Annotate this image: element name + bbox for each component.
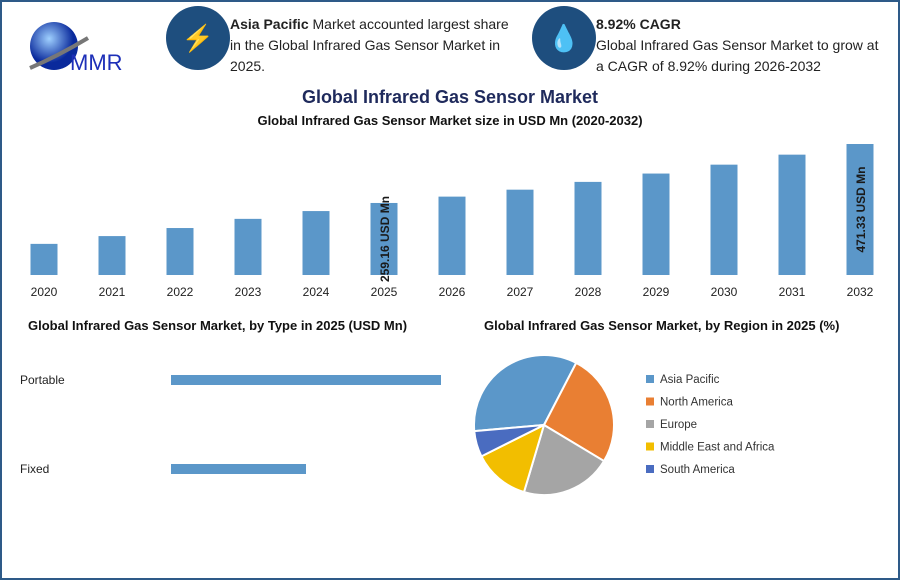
x-tick-label: 2028 (575, 285, 602, 299)
bar-portable (171, 375, 441, 385)
data-label: 471.33 USD Mn (854, 166, 868, 252)
bar-2022 (166, 228, 194, 275)
legend-swatch (646, 375, 654, 383)
category-label: Fixed (20, 462, 49, 476)
market-size-bar-chart: 2020 2021 2022 2023 2024 2025 259.16 USD Mn 202… (30, 144, 874, 299)
bar-chart-title: Global Infrared Gas Sensor Market size i… (257, 113, 643, 128)
bar-2028 (574, 181, 602, 275)
bar-2026 (438, 196, 466, 275)
x-tick-label: 2024 (303, 285, 330, 299)
mmr-logo: MMR (28, 18, 138, 78)
x-tick-label: 2020 (31, 285, 58, 299)
slice-north-america (542, 361, 615, 463)
bar-2029 (642, 173, 670, 275)
info2-bold: 8.92% CAGR (596, 16, 681, 32)
x-tick-label: 2023 (235, 285, 262, 299)
info1-text: Market accounted largest share in the Gl… (230, 16, 509, 74)
legend-swatch (646, 465, 654, 473)
page-title: Global Infrared Gas Sensor Market (301, 87, 599, 107)
lightning-icon: ⚡ (166, 6, 230, 70)
bar-2030 (710, 164, 738, 275)
x-tick-label: 2027 (507, 285, 534, 299)
bar-2032 (846, 144, 874, 275)
slice-europe (522, 423, 606, 496)
bar-2023 (234, 218, 262, 275)
data-label: 259.16 USD Mn (378, 196, 392, 282)
legend-swatch (646, 442, 654, 451)
legend-label: Asia Pacific (660, 374, 720, 386)
x-tick-label: 2026 (439, 285, 466, 299)
type-bar-chart: Portable Fixed (20, 373, 441, 476)
x-tick-label: 2032 (847, 285, 874, 299)
info-asia-pacific: Asia Pacific Market accounted largest sh… (230, 14, 520, 77)
bar-2025 (370, 202, 398, 275)
logo-text: MMR (70, 50, 123, 75)
legend-swatch (646, 420, 654, 428)
x-tick-label: 2022 (167, 285, 194, 299)
x-tick-label: 2025 (371, 285, 398, 299)
legend-label: Europe (660, 419, 697, 431)
bar-fixed (171, 464, 306, 474)
info-cagr: 8.92% CAGR Global Infrared Gas Sensor Mar… (596, 14, 886, 77)
slice-middle-east-and-africa (480, 423, 546, 494)
region-pie-chart: Asia Pacific North America Europe Middle Ea… (473, 354, 775, 496)
x-tick-label: 2021 (99, 285, 126, 299)
bar-2031 (778, 154, 806, 275)
legend-swatch (646, 397, 654, 406)
info1-bold: Asia Pacific (230, 16, 309, 32)
legend-label: Middle East and Africa (660, 442, 775, 454)
bar-2027 (506, 189, 534, 275)
bar-2021 (98, 236, 126, 275)
x-tick-label: 2029 (643, 285, 670, 299)
slice-south-america (473, 424, 545, 458)
x-tick-label: 2030 (711, 285, 738, 299)
type-chart-title: Global Infrared Gas Sensor Market, by Ty… (28, 318, 408, 333)
flame-drop-icon: 💧 (532, 6, 596, 70)
bar-2020 (30, 243, 58, 275)
region-chart-title: Global Infrared Gas Sensor Market, by Re… (484, 318, 840, 333)
legend-label: South America (660, 464, 735, 476)
globe-icon: MMR (29, 22, 123, 75)
x-tick-label: 2031 (779, 285, 806, 299)
category-label: Portable (20, 373, 65, 387)
legend-label: North America (660, 397, 733, 409)
info2-text: Global Infrared Gas Sensor Market to gro… (596, 37, 879, 74)
bar-2024 (302, 211, 330, 275)
